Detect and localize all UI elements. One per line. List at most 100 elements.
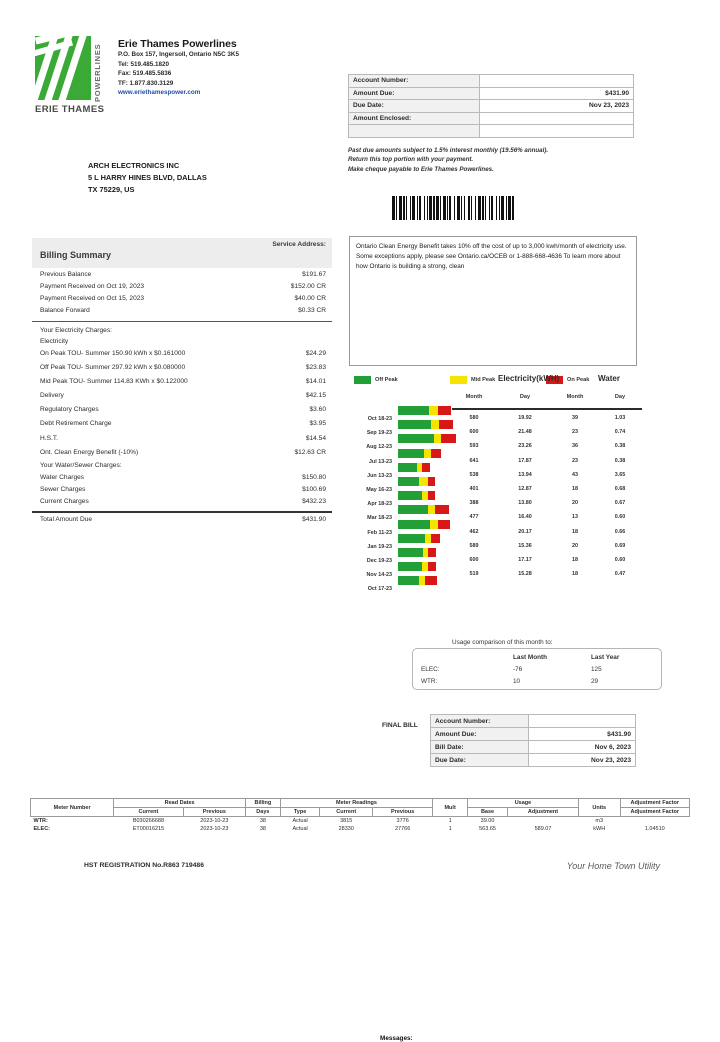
chart-bar-segment (431, 533, 441, 543)
billing-line-amount: $24.29 (305, 350, 326, 358)
chart-value-elec-day: 13.94 (518, 471, 532, 478)
billing-line-label: Debt Retirement Charge (40, 420, 112, 428)
chart-bar-segment (422, 548, 428, 557)
legend-label: Mid Peak (471, 377, 496, 383)
billing-line-label: Sewer Charges (40, 486, 86, 494)
cell-adjustment-factor (620, 817, 689, 826)
chart-bar-segment (430, 448, 441, 458)
final-bill-table: Account Number: Amount Due: $431.90 Bill Da… (429, 714, 636, 767)
chart-bar-segment (424, 448, 431, 458)
stub-row (347, 124, 634, 138)
chart-row: Dec 19-23 600 17.17 18 0.60 (346, 548, 642, 568)
final-bill-row: Account Number: (429, 714, 636, 728)
billing-line-item: Delivery $42.15 (32, 390, 332, 404)
chart-bar-segment (419, 576, 425, 586)
chart-row-label: Mar 18-23 (367, 515, 392, 522)
billing-line-amount: $40.00 CR (294, 294, 326, 302)
chart-row-bars (398, 519, 451, 529)
chart-value-water-month: 13 (572, 514, 578, 521)
chart-value-water-day: 0.67 (614, 500, 626, 507)
chart-value-elec-month: 600 (469, 557, 479, 563)
chart-value-elec-day: 15.36 (518, 542, 532, 549)
stub-row-value: $431.90 (479, 86, 634, 101)
billing-line-item: Sewer Charges $100.69 (32, 484, 332, 496)
col-usage: Usage (466, 798, 579, 808)
chart-value-water-day: 1.03 (614, 415, 626, 421)
final-bill-row-value (528, 714, 636, 728)
cell-usage-adjustment (508, 817, 579, 826)
chart-bar-segment (427, 562, 436, 572)
billing-line-amount: $3.95 (309, 420, 326, 428)
stub-row: Amount Enclosed: (347, 111, 634, 126)
chart-value-water-day: 0.66 (614, 528, 626, 535)
chart-value-elec-day: 17.87 (518, 457, 532, 464)
legend-entry: Mid Peak (450, 376, 495, 384)
cell-adjustment-factor: 1.04510 (644, 826, 665, 833)
chart-bar-segment (437, 519, 451, 529)
subcol-reading-previous: Previous (372, 807, 434, 817)
chart-value-elec-month: 477 (469, 514, 479, 521)
stub-note-1: Past due amounts subject to 1.5% interes… (348, 147, 549, 154)
cell-reading-previous: 3776 (396, 818, 409, 824)
chart-row-bars (398, 420, 453, 430)
chart-bar-segment (398, 462, 417, 472)
chart-row-bars (398, 462, 431, 472)
company-website-link[interactable]: www.eriethamespower.com (118, 89, 201, 97)
final-bill-row-value: $431.90 (528, 727, 636, 741)
customer-street: 5 L HARRY HINES BLVD, DALLAS (88, 172, 207, 182)
chart-value-elec-month: 388 (469, 500, 479, 507)
chart-bar-segment (421, 491, 428, 501)
chart-value-water-day: 3.65 (614, 471, 626, 478)
final-bill-label: FINAL BILL (382, 722, 418, 729)
chart-value-elec-day: 21.48 (518, 429, 532, 436)
subcol-read-previous: Previous (182, 807, 247, 817)
electricity-charges-header: Your Electricity Charges: (40, 326, 112, 334)
chart-value-elec-month: 600 (469, 429, 479, 436)
chart-row-label: Jul 13-23 (368, 458, 392, 465)
stub-row: Account Number: (347, 74, 634, 88)
usage-comparison-last-year: 125 (591, 666, 602, 673)
company-info: Erie Thames Powerlines P.O. Box 157, Ing… (118, 38, 318, 98)
cell-previous-date: 2023-10-23 (200, 818, 229, 824)
messages-body: Ontario Clean Energy Benefit takes 10% o… (356, 243, 627, 270)
usage-comparison-row-label: WTR: (421, 678, 438, 685)
chart-col-elec-month: Month (465, 394, 483, 400)
chart-value-water-day: 0.38 (614, 443, 626, 450)
cell-usage-adjustment: 589.07 (534, 826, 552, 833)
billing-line-amount: $14.54 (305, 434, 326, 442)
chart-row-bars (398, 406, 452, 415)
chart-bar-segment (427, 477, 436, 486)
billing-line-label: Current Charges (40, 498, 89, 506)
billing-line-amount: $3.60 (309, 406, 326, 414)
legend-swatch (546, 376, 563, 384)
billing-summary-header: Billing Summary Service Address: (32, 238, 332, 268)
messages-title: Messages: (380, 1035, 413, 1042)
chart-row-label: May 16-23 (366, 487, 392, 493)
chart-value-elec-month: 589 (469, 542, 479, 549)
subcol-days: Days (245, 807, 281, 817)
customer-name: ARCH ELECTRONICS INC (88, 161, 180, 170)
cell-reading-current: 3815 (340, 818, 353, 824)
billing-line-item: Ont. Clean Energy Benefit (-10%) $12.63 C… (32, 446, 332, 460)
chart-value-elec-month: 641 (469, 457, 479, 464)
stub-row-value (479, 124, 634, 138)
chart-value-water-month: 18 (572, 528, 578, 535)
chart-row-bars (398, 477, 436, 486)
billing-line-label: Previous Balance (40, 270, 92, 278)
billing-line-label: On Peak TOU- Summer 150.90 kWh x $0.1610… (40, 350, 186, 358)
chart-bar-segment (421, 462, 431, 472)
chart-value-water-month: 23 (572, 429, 578, 436)
usage-comparison-last-month: 10 (513, 678, 521, 685)
chart-row: Jul 13-23 641 17.87 23 0.38 (346, 448, 642, 469)
chart-row-label: Sep 19-23 (366, 430, 392, 437)
chart-row-label: Jan 19-23 (367, 543, 392, 550)
chart-row: Oct 18-23 580 19.92 39 1.03 (346, 406, 642, 426)
chart-value-water-day: 0.68 (614, 486, 626, 492)
chart-value-elec-day: 15.28 (518, 571, 532, 578)
final-bill-row-value: Nov 6, 2023 (528, 740, 636, 754)
chart-row-bars (398, 576, 438, 586)
stub-row-value (479, 74, 634, 88)
logo-wordmark: ERIE THAMES (35, 104, 105, 115)
chart-bar-segment (398, 434, 434, 444)
total-divider (32, 511, 332, 514)
